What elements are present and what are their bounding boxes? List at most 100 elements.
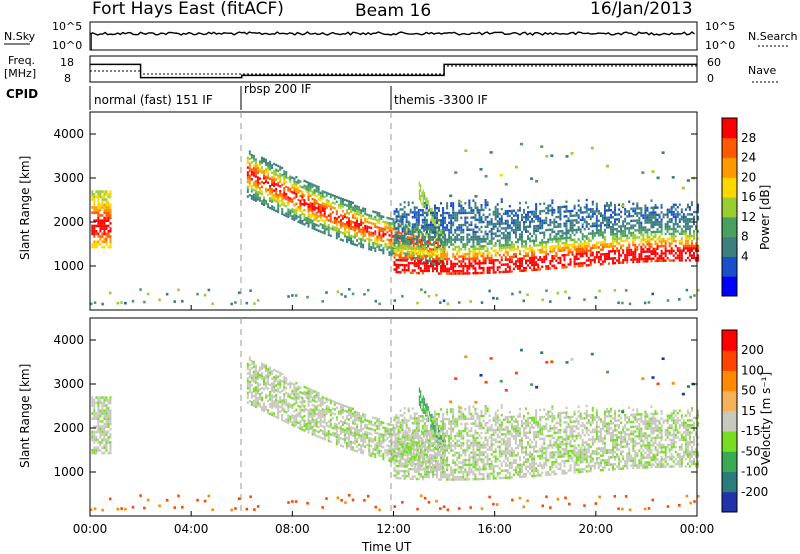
- power-cell: [417, 257, 420, 260]
- velocity-cell: [319, 424, 322, 427]
- velocity-cell: [356, 438, 359, 441]
- velocity-cell: [101, 401, 104, 405]
- power-cell: [563, 237, 566, 240]
- power-cell: [109, 211, 112, 215]
- velocity-cell: [299, 422, 302, 426]
- power-cell: [579, 228, 582, 231]
- velocity-cell: [103, 414, 106, 418]
- power-cell: [397, 266, 400, 269]
- power-cell: [646, 260, 649, 263]
- power-cell: [254, 187, 257, 190]
- power-cell: [537, 224, 540, 228]
- power-cell: [694, 210, 697, 214]
- velocity-cell: [109, 420, 112, 423]
- colorbar-swatch: [722, 276, 737, 297]
- velocity-cell: [315, 412, 318, 416]
- power-cell: [401, 249, 404, 252]
- power-cell: [690, 247, 693, 250]
- power-cell: [421, 262, 424, 265]
- power-cell: [343, 227, 346, 231]
- power-cell: [670, 239, 673, 243]
- power-cell: [419, 247, 422, 251]
- velocity-cell: [260, 391, 263, 395]
- velocity-cell: [313, 397, 316, 400]
- power-cell: [670, 247, 673, 250]
- power-cell: [452, 265, 455, 268]
- power-cell: [234, 301, 237, 304]
- power-cell: [607, 257, 610, 260]
- velocity-cell: [331, 434, 334, 437]
- power-cell: [384, 225, 387, 229]
- power-cell: [105, 232, 108, 236]
- power-cell: [680, 256, 683, 260]
- velocity-cell: [279, 374, 282, 377]
- power-cell: [436, 234, 438, 237]
- velocity-cell: [370, 440, 373, 443]
- power-cell: [97, 232, 100, 236]
- power-cell: [291, 215, 294, 218]
- power-cell: [319, 203, 322, 207]
- velocity-cell: [105, 406, 108, 410]
- velocity-cell: [325, 431, 328, 435]
- velocity-cell: [285, 403, 288, 407]
- power-cell: [551, 230, 554, 234]
- power-cell: [317, 219, 320, 223]
- power-cell: [425, 230, 428, 234]
- power-cell: [431, 221, 433, 224]
- power-cell: [591, 244, 594, 247]
- power-cell: [444, 248, 447, 251]
- velocity-cell: [315, 400, 318, 404]
- power-cell: [579, 262, 582, 265]
- velocity-cell: [335, 423, 338, 426]
- power-cell: [614, 252, 617, 255]
- power-cell: [246, 161, 249, 164]
- power-cell: [454, 231, 457, 234]
- power-cell: [97, 206, 100, 209]
- power-cell: [583, 206, 586, 209]
- power-cell: [518, 228, 521, 231]
- power-cell: [561, 205, 564, 209]
- power-cell: [256, 195, 259, 199]
- power-cell: [520, 259, 523, 263]
- power-cell: [462, 228, 465, 232]
- power-cell: [313, 189, 316, 192]
- power-cell: [91, 229, 94, 233]
- power-cell: [452, 269, 455, 273]
- power-cell: [279, 180, 282, 183]
- velocity-cell: [99, 430, 102, 434]
- velocity-cell: [246, 379, 249, 383]
- power-cell: [307, 183, 310, 187]
- power-cell: [299, 185, 302, 188]
- velocity-cell: [321, 408, 324, 411]
- power-cell: [518, 226, 521, 229]
- power-echo-cells: [90, 142, 700, 306]
- velocity-cell: [327, 437, 330, 440]
- power-cell: [654, 230, 657, 234]
- velocity-cell: [267, 409, 270, 412]
- power-cell: [319, 206, 322, 209]
- power-cell: [642, 214, 645, 217]
- power-cell: [460, 223, 463, 227]
- power-cell: [514, 248, 517, 251]
- power-cell: [553, 211, 556, 214]
- power-cell: [397, 270, 400, 274]
- power-cell: [511, 292, 514, 296]
- power-cell: [395, 258, 398, 262]
- power-cell: [248, 152, 251, 156]
- power-cell: [466, 233, 469, 236]
- power-cell: [103, 203, 106, 207]
- power-cell: [419, 269, 422, 272]
- power-cell: [256, 164, 259, 167]
- power-cell: [506, 236, 509, 240]
- velocity-cell: [158, 504, 161, 508]
- velocity-cell: [480, 507, 484, 510]
- power-cell: [360, 211, 363, 214]
- velocity-cell: [271, 401, 274, 405]
- power-cell: [393, 268, 396, 271]
- power-cell: [335, 227, 338, 230]
- power-cell: [358, 230, 361, 233]
- power-cell: [315, 228, 318, 232]
- power-cell: [452, 267, 455, 270]
- power-cell: [93, 206, 96, 209]
